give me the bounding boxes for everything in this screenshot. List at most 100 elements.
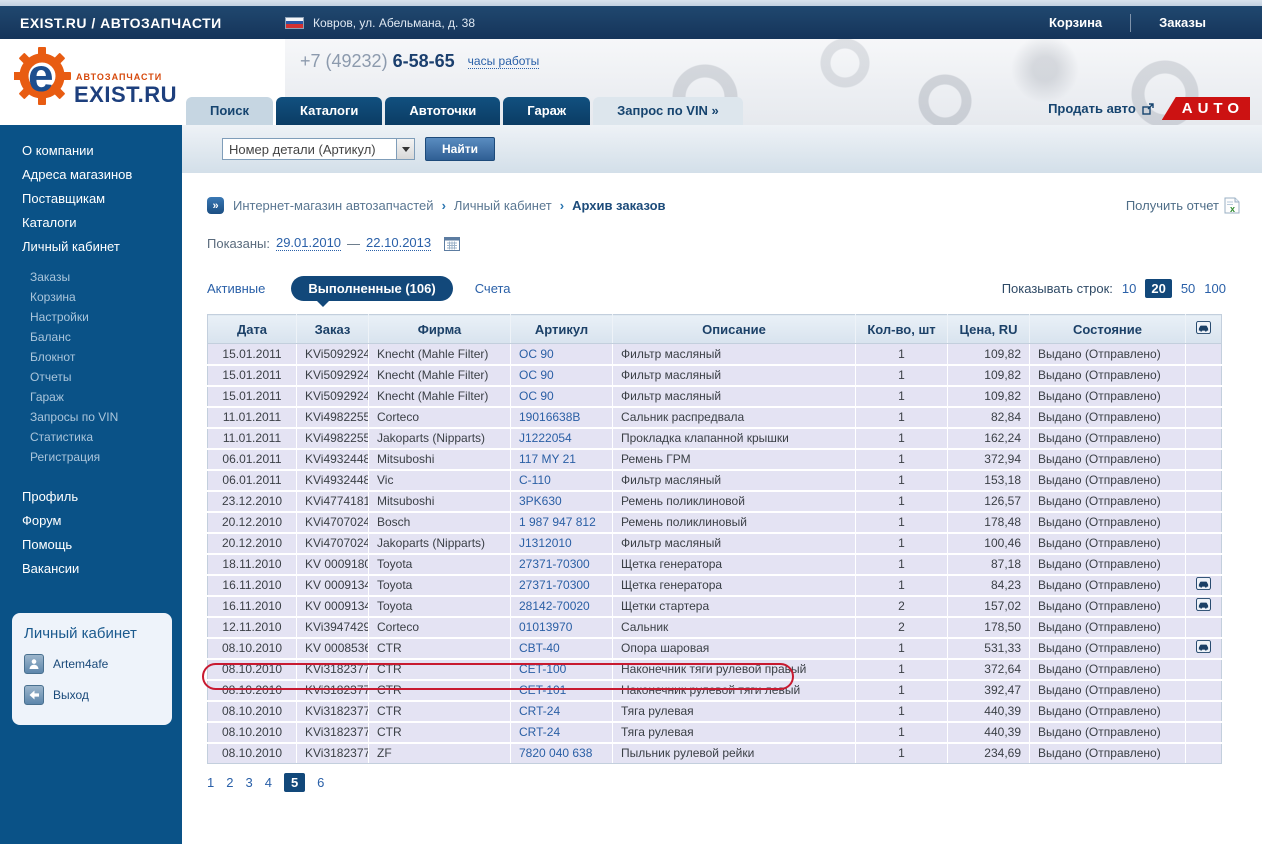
cell-price: 109,82 bbox=[947, 385, 1030, 408]
cell-article-link[interactable]: OC 90 bbox=[510, 364, 613, 387]
sidebar-item[interactable]: Баланс bbox=[30, 330, 71, 344]
cell-article-link[interactable]: CBT-40 bbox=[510, 637, 613, 660]
breadcrumb-item[interactable]: Интернет-магазин автозапчастей bbox=[233, 198, 434, 213]
sidebar-item[interactable]: Профиль bbox=[22, 489, 79, 504]
sidebar-item[interactable]: Запросы по VIN bbox=[30, 410, 119, 424]
rows-per-page-option[interactable]: 10 bbox=[1121, 281, 1137, 296]
cell-article-link[interactable]: 27371-70300 bbox=[510, 553, 613, 576]
sidebar-item[interactable]: Регистрация bbox=[30, 450, 101, 464]
sidebar-item[interactable]: Блокнот bbox=[30, 350, 76, 364]
breadcrumb-item[interactable]: Архив заказов bbox=[572, 198, 666, 213]
car-in-garage-icon bbox=[1196, 577, 1211, 590]
cell-article-link[interactable]: 01013970 bbox=[510, 616, 613, 639]
rows-per-page-option[interactable]: 50 bbox=[1180, 281, 1196, 296]
cell-description: Фильтр масляный bbox=[612, 385, 856, 408]
cell-qty: 1 bbox=[855, 700, 948, 723]
cell-article-link[interactable]: 19016638B bbox=[510, 406, 613, 429]
cell-status: Выдано (Отправлено) bbox=[1029, 490, 1186, 513]
orders-table-wrap: Дата Заказ Фирма Артикул Описание Кол-во, шт Ц… bbox=[202, 314, 1222, 764]
part-number-select[interactable]: Номер детали (Артикул) bbox=[222, 138, 415, 160]
page-number[interactable]: 3 bbox=[245, 775, 253, 790]
cell-article-link[interactable]: CRT-24 bbox=[510, 700, 613, 723]
rows-per-page-option[interactable]: 100 bbox=[1204, 281, 1226, 296]
cell-article-link[interactable]: CET-101 bbox=[510, 679, 613, 702]
sidebar-item[interactable]: О компании bbox=[22, 143, 94, 158]
cell-article-link[interactable]: C-110 bbox=[510, 469, 613, 492]
cell-article-link[interactable]: CRT-24 bbox=[510, 721, 613, 744]
get-report-link[interactable]: Получить отчет x bbox=[1126, 197, 1240, 214]
auto-badge[interactable]: AUTO bbox=[1161, 97, 1250, 120]
cell-status: Выдано (Отправлено) bbox=[1029, 553, 1186, 576]
sidebar-item[interactable]: Личный кабинет bbox=[22, 239, 120, 254]
cell-car-link[interactable] bbox=[1185, 595, 1222, 618]
cell-article-link[interactable]: OC 90 bbox=[510, 343, 613, 366]
topbar: EXIST.RU / АВТОЗАПЧАСТИ Ковров, ул. Абел… bbox=[0, 6, 1262, 39]
sidebar-item[interactable]: Заказы bbox=[30, 270, 71, 284]
cell-article-link[interactable]: CET-100 bbox=[510, 658, 613, 681]
page-number[interactable]: 5 bbox=[283, 773, 306, 792]
period-to[interactable]: 22.10.2013 bbox=[366, 235, 432, 251]
sidebar-item[interactable]: Корзина bbox=[30, 290, 76, 304]
cell-car-link[interactable] bbox=[1185, 574, 1222, 597]
nav-tab-1[interactable]: Каталоги bbox=[276, 97, 383, 125]
sidebar-item[interactable]: Помощь bbox=[22, 537, 73, 552]
sidebar-item[interactable]: Гараж bbox=[30, 390, 64, 404]
cell-article-link[interactable]: J1222054 bbox=[510, 427, 613, 450]
table-row: 16.11.2010 KV 0009134 Toyota 28142-70020 Щет… bbox=[207, 595, 1222, 618]
breadcrumb-home-icon[interactable]: » bbox=[207, 197, 224, 214]
sidebar-item[interactable]: Адреса магазинов bbox=[22, 167, 133, 182]
sell-auto-link[interactable]: Продать авто bbox=[1048, 101, 1136, 116]
sidebar-item[interactable]: Вакансии bbox=[22, 561, 80, 576]
cell-date: 16.11.2010 bbox=[207, 595, 297, 618]
sidebar-item[interactable]: Поставщикам bbox=[22, 191, 106, 206]
period-from[interactable]: 29.01.2010 bbox=[275, 235, 342, 251]
cell-car-link bbox=[1185, 679, 1222, 702]
cell-car-link[interactable] bbox=[1185, 637, 1222, 660]
cart-link[interactable]: Корзина bbox=[1048, 15, 1103, 30]
page-number[interactable]: 2 bbox=[226, 775, 234, 790]
cell-qty: 1 bbox=[855, 490, 948, 513]
page-number[interactable]: 1 bbox=[207, 775, 215, 790]
cell-article-link[interactable]: 28142-70020 bbox=[510, 595, 613, 618]
breadcrumb-item[interactable]: Личный кабинет bbox=[453, 198, 552, 213]
page-number[interactable]: 6 bbox=[317, 775, 325, 790]
cell-article-link[interactable]: OC 90 bbox=[510, 385, 613, 408]
cell-order: KV 0009180 bbox=[296, 553, 369, 576]
search-button[interactable]: Найти bbox=[425, 137, 495, 161]
working-hours-link[interactable]: часы работы bbox=[467, 54, 540, 69]
table-row: 08.10.2010 KVi3182377 CTR CET-100 Наконечник… bbox=[207, 658, 1222, 681]
cell-status: Выдано (Отправлено) bbox=[1029, 364, 1186, 387]
page-number[interactable]: 4 bbox=[264, 775, 272, 790]
rows-per-page-option[interactable]: 20 bbox=[1145, 279, 1172, 298]
cell-qty: 1 bbox=[855, 532, 948, 555]
order-status-tab[interactable]: Счета bbox=[474, 281, 511, 296]
sidebar-item[interactable]: Статистика bbox=[30, 430, 94, 444]
cell-article-link[interactable]: 7820 040 638 bbox=[510, 742, 613, 764]
cell-status: Выдано (Отправлено) bbox=[1029, 427, 1186, 450]
site-brand: EXIST.RU / АВТОЗАПЧАСТИ bbox=[20, 14, 222, 31]
sidebar-item[interactable]: Форум bbox=[22, 513, 62, 528]
cell-article-link[interactable]: 27371-70300 bbox=[510, 574, 613, 597]
order-status-tab[interactable]: Активные bbox=[207, 281, 266, 296]
cell-price: 440,39 bbox=[947, 721, 1030, 744]
cell-article-link[interactable]: 3PK630 bbox=[510, 490, 613, 513]
cell-article-link[interactable]: J1312010 bbox=[510, 532, 613, 555]
cabinet-title: Личный кабинет bbox=[24, 625, 137, 642]
cabinet-user[interactable]: Artem4afe bbox=[24, 654, 160, 674]
calendar-icon[interactable] bbox=[444, 236, 461, 251]
nav-tab-2[interactable]: Автоточки bbox=[385, 97, 501, 125]
cell-description: Щетка генератора bbox=[612, 574, 856, 597]
sidebar-item[interactable]: Отчеты bbox=[30, 370, 72, 384]
order-status-tab[interactable]: Выполненные (106) bbox=[291, 276, 453, 307]
nav-tab-0[interactable]: Поиск bbox=[186, 97, 274, 125]
orders-link[interactable]: Заказы bbox=[1159, 15, 1206, 30]
cell-article-link[interactable]: 117 MY 21 bbox=[510, 448, 613, 471]
cell-status: Выдано (Отправлено) bbox=[1029, 532, 1186, 555]
nav-tab-4[interactable]: Запрос по VIN » bbox=[593, 97, 743, 125]
nav-tab-3[interactable]: Гараж bbox=[503, 97, 591, 125]
sidebar-item[interactable]: Настройки bbox=[30, 310, 89, 324]
cabinet-logout[interactable]: Выход bbox=[24, 685, 160, 705]
exist-logo[interactable]: е автозапчасти EXIST.RU bbox=[14, 44, 204, 116]
sidebar-item[interactable]: Каталоги bbox=[22, 215, 77, 230]
cell-article-link[interactable]: 1 987 947 812 bbox=[510, 511, 613, 534]
